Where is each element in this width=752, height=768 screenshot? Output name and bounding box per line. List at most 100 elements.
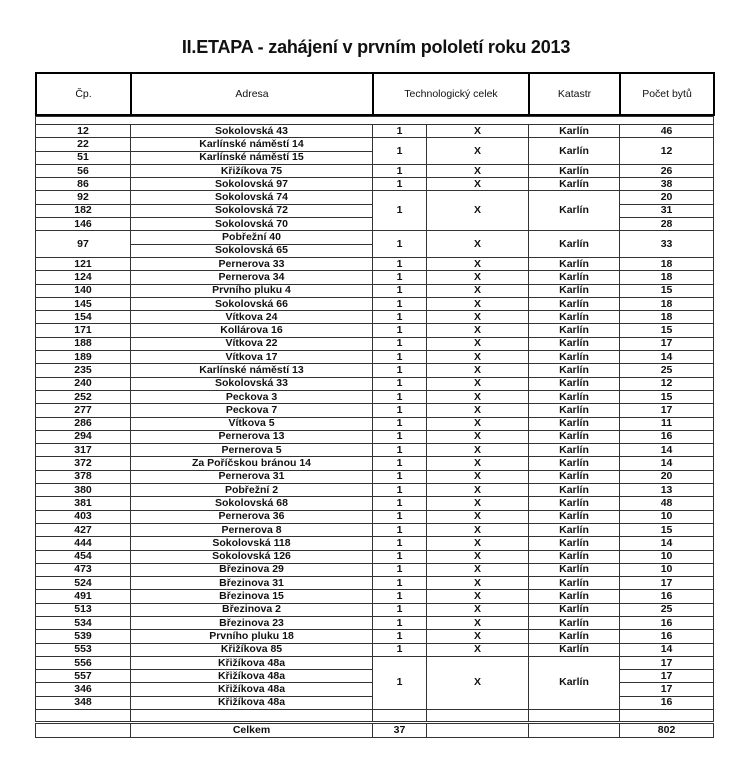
tc-cell: 1 xyxy=(372,602,427,617)
x-cell: X xyxy=(426,350,529,365)
page-title: II.ETAPA - zahájení v prvním pololetí ro… xyxy=(181,37,571,57)
tc-cell: 1 xyxy=(372,496,427,511)
byty-cell: 15 xyxy=(618,522,715,538)
tc-cell: 1 xyxy=(372,137,427,165)
cp-cell: 403 xyxy=(35,509,131,524)
cp-cell: 513 xyxy=(35,602,131,617)
x-cell: X xyxy=(426,576,529,591)
empty-cell xyxy=(528,709,620,724)
cp-cell: 146 xyxy=(35,217,131,232)
adresa-cell: Pernerova 8 xyxy=(130,522,373,538)
x-cell: X xyxy=(426,615,529,631)
table-row: 348 Křižíkova 48a 16 xyxy=(35,695,715,711)
table-row: 92 Sokolovská 74 1 X Karlín 20 xyxy=(35,190,715,232)
x-cell: X xyxy=(426,536,529,551)
byty-cell: 31 xyxy=(618,203,715,219)
table-row: 124 Pernerova 34 1 X Karlín 18 xyxy=(35,270,715,285)
adresa-cell: Karlínské náměstí 15 xyxy=(130,150,373,165)
katastr-cell: Karlín xyxy=(528,469,620,485)
x-cell: X xyxy=(426,602,529,617)
tc-cell: 1 xyxy=(372,323,427,338)
adresa-cell: Sokolovská 68 xyxy=(130,496,373,511)
adresa-cell: Křižíkova 48a xyxy=(130,682,373,697)
cp-cell: 380 xyxy=(35,483,131,498)
adresa-cell: Březinova 31 xyxy=(130,576,373,591)
x-cell: X xyxy=(426,443,529,458)
table-row: 380 Pobřežní 2 1 X Karlín 13 xyxy=(35,483,715,498)
katastr-cell: Karlín xyxy=(528,589,620,604)
adresa-cell: Vítkova 17 xyxy=(130,350,373,365)
cp-cell: 97 xyxy=(35,230,131,258)
adresa-cell: Sokolovská 43 xyxy=(130,123,373,139)
tc-cell: 1 xyxy=(372,363,427,378)
cp-cell: 240 xyxy=(35,376,131,391)
cp-cell: 346 xyxy=(35,682,131,697)
table-row: 140 Prvního pluku 4 1 X Karlín 15 xyxy=(35,283,715,298)
adresa-cell: Pernerova 33 xyxy=(130,256,373,272)
tc-cell: 1 xyxy=(372,256,427,272)
x-cell: X xyxy=(426,190,529,232)
tc-cell: 1 xyxy=(372,589,427,604)
katastr-cell: Karlín xyxy=(528,562,620,578)
cp-cell: 121 xyxy=(35,256,131,272)
table-row: 557 Křižíkova 48a 17 xyxy=(35,669,715,684)
tc-cell: 1 xyxy=(372,230,427,258)
katastr-cell: Karlín xyxy=(528,549,620,564)
cp-cell: 556 xyxy=(35,655,131,671)
total-row: Celkem 37 802 xyxy=(35,721,715,739)
x-cell: X xyxy=(426,296,529,312)
table-row: 473 Březinova 29 1 X Karlín 10 xyxy=(35,562,715,578)
tc-cell: 1 xyxy=(372,429,427,445)
table-row: 403 Pernerova 36 1 X Karlín 10 xyxy=(35,509,715,524)
cp-cell: 557 xyxy=(35,669,131,684)
byty-cell: 10 xyxy=(618,549,715,564)
x-cell: X xyxy=(426,589,529,604)
tc-cell: 1 xyxy=(372,615,427,631)
byty-cell: 10 xyxy=(618,562,715,578)
total-byty: 802 xyxy=(618,721,715,739)
cp-cell: 524 xyxy=(35,576,131,591)
katastr-cell: Karlín xyxy=(528,123,620,139)
katastr-cell: Karlín xyxy=(528,496,620,511)
tc-cell: 1 xyxy=(372,642,427,657)
empty-cell xyxy=(426,709,529,724)
byty-cell: 16 xyxy=(618,615,715,631)
adresa-cell: Peckova 7 xyxy=(130,403,373,418)
cp-cell: 454 xyxy=(35,549,131,564)
x-cell: X xyxy=(426,256,529,272)
table-row: 145 Sokolovská 66 1 X Karlín 18 xyxy=(35,296,715,312)
adresa-cell: Prvního pluku 4 xyxy=(130,283,373,298)
katastr-cell: Karlín xyxy=(528,350,620,365)
katastr-cell: Karlín xyxy=(528,270,620,285)
x-cell: X xyxy=(426,403,529,418)
byty-cell: 15 xyxy=(618,323,715,338)
tc-cell: 1 xyxy=(372,123,427,139)
empty-cell xyxy=(426,721,529,739)
tc-cell: 1 xyxy=(372,376,427,391)
byty-cell: 13 xyxy=(618,483,715,498)
adresa-cell: Karlínské náměstí 14 xyxy=(130,137,373,152)
byty-cell: 38 xyxy=(618,177,715,192)
adresa-cell: Křižíkova 75 xyxy=(130,163,373,179)
x-cell: X xyxy=(426,310,529,325)
katastr-cell: Karlín xyxy=(528,536,620,551)
empty-cell xyxy=(372,709,427,724)
table-row: 277 Peckova 7 1 X Karlín 17 xyxy=(35,403,715,418)
table-row: 317 Pernerova 5 1 X Karlín 14 xyxy=(35,443,715,458)
katastr-cell: Karlín xyxy=(528,429,620,445)
x-cell: X xyxy=(426,642,529,657)
table-row: 56 Křižíkova 75 1 X Karlín 26 xyxy=(35,163,715,179)
tc-cell: 1 xyxy=(372,177,427,192)
cp-cell: 189 xyxy=(35,350,131,365)
byty-cell: 14 xyxy=(618,350,715,365)
byty-cell: 25 xyxy=(618,602,715,617)
byty-cell: 25 xyxy=(618,363,715,378)
tc-cell: 1 xyxy=(372,629,427,644)
table-row: 427 Pernerova 8 1 X Karlín 15 xyxy=(35,522,715,538)
empty-cell xyxy=(35,709,131,724)
cp-cell: 56 xyxy=(35,163,131,179)
x-cell: X xyxy=(426,469,529,485)
empty-cell xyxy=(130,709,373,724)
data-table: 12 Sokolovská 43 1 X Karlín 46 22 Karlínské nám… xyxy=(34,116,715,739)
x-cell: X xyxy=(426,123,529,139)
